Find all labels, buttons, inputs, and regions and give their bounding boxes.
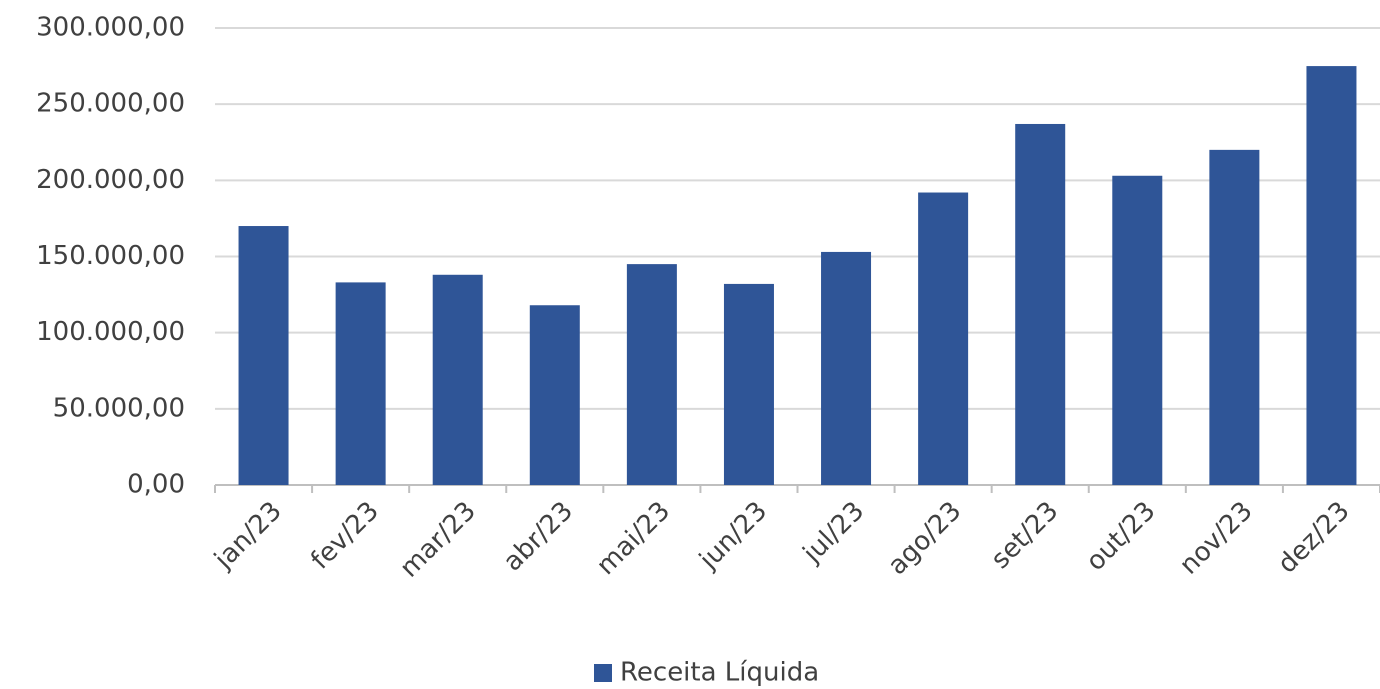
- bar: [1015, 123, 1066, 485]
- legend-swatch: [594, 664, 612, 682]
- bar: [1209, 149, 1260, 485]
- bar: [238, 226, 289, 486]
- x-tick-label: dez/23: [1272, 496, 1355, 579]
- bar: [723, 283, 774, 485]
- y-tick-label: 150.000,00: [36, 241, 185, 271]
- bar: [821, 251, 872, 485]
- x-tick-label: fev/23: [305, 496, 384, 575]
- legend-label: Receita Líquida: [620, 658, 819, 688]
- bar: [918, 192, 969, 485]
- x-tick-label: out/23: [1081, 496, 1162, 577]
- bar: [432, 274, 483, 485]
- x-tick-label: ago/23: [882, 496, 967, 581]
- bar: [529, 305, 580, 485]
- x-tick-label: mar/23: [394, 496, 482, 584]
- x-tick-label: jun/23: [693, 496, 773, 576]
- bar: [1306, 66, 1357, 485]
- y-tick-label: 300.000,00: [36, 13, 185, 43]
- x-tick-label: mai/23: [591, 496, 676, 581]
- y-tick-label: 250.000,00: [36, 89, 185, 119]
- y-tick-label: 200.000,00: [36, 165, 185, 195]
- y-tick-label: 0,00: [127, 470, 185, 500]
- x-tick-label: set/23: [986, 496, 1065, 575]
- y-tick-label: 100.000,00: [36, 317, 185, 347]
- x-tick-label: jul/23: [797, 496, 870, 569]
- bar: [1112, 175, 1163, 485]
- x-tick-label: jan/23: [208, 496, 288, 576]
- x-tick-label: abr/23: [498, 496, 579, 577]
- y-tick-label: 50.000,00: [53, 393, 185, 423]
- x-tick-label: nov/23: [1174, 496, 1259, 581]
- bar: [626, 264, 677, 485]
- bar: [335, 282, 386, 485]
